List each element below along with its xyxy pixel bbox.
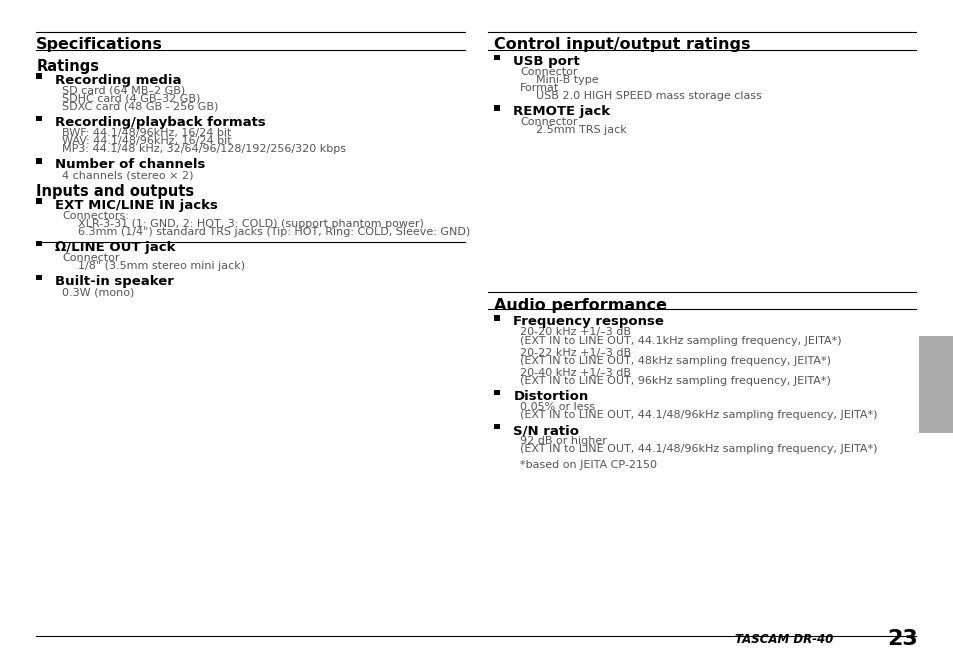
Text: REMOTE jack: REMOTE jack — [513, 105, 610, 118]
Text: (EXT IN to LINE OUT, 48kHz sampling frequency, JEITA*): (EXT IN to LINE OUT, 48kHz sampling freq… — [519, 356, 830, 366]
Text: Format: Format — [519, 83, 558, 93]
Text: Control input/output ratings: Control input/output ratings — [494, 37, 750, 52]
Text: SDXC card (48 GB - 256 GB): SDXC card (48 GB - 256 GB) — [62, 102, 218, 112]
Text: 4 channels (stereo × 2): 4 channels (stereo × 2) — [62, 170, 193, 180]
Bar — [36, 158, 42, 164]
Text: 6.3mm (1/4") standard TRS jacks (Tip: HOT, Ring: COLD, Sleeve: GND): 6.3mm (1/4") standard TRS jacks (Tip: HO… — [78, 227, 470, 237]
Text: 92 dB or higher: 92 dB or higher — [519, 436, 606, 446]
Text: (EXT IN to LINE OUT, 96kHz sampling frequency, JEITA*): (EXT IN to LINE OUT, 96kHz sampling freq… — [519, 376, 830, 386]
Bar — [494, 424, 499, 429]
Text: Specifications: Specifications — [36, 37, 163, 52]
Text: (EXT IN to LINE OUT, 44.1kHz sampling frequency, JEITA*): (EXT IN to LINE OUT, 44.1kHz sampling fr… — [519, 336, 841, 346]
Text: Ratings: Ratings — [36, 59, 99, 74]
Bar — [36, 74, 42, 79]
Text: Inputs and outputs: Inputs and outputs — [36, 184, 194, 199]
Text: BWF: 44.1/48/96kHz, 16/24 bit: BWF: 44.1/48/96kHz, 16/24 bit — [62, 128, 232, 138]
Bar — [494, 55, 499, 60]
Text: 20-40 kHz +1/–3 dB: 20-40 kHz +1/–3 dB — [519, 368, 630, 378]
Text: Frequency response: Frequency response — [513, 315, 663, 328]
Bar — [36, 116, 42, 121]
Text: USB port: USB port — [513, 55, 579, 68]
Text: Ω/LINE OUT jack: Ω/LINE OUT jack — [55, 241, 175, 254]
Text: WAV: 44.1/48/96kHz, 16/24 bit: WAV: 44.1/48/96kHz, 16/24 bit — [62, 136, 232, 146]
Text: Connector: Connector — [62, 253, 119, 263]
Text: S/N ratio: S/N ratio — [513, 424, 578, 437]
Text: Mini-B type: Mini-B type — [536, 75, 598, 85]
Bar — [36, 199, 42, 204]
Bar — [494, 389, 499, 395]
Text: Recording media: Recording media — [55, 74, 182, 87]
Text: 23: 23 — [886, 629, 917, 649]
Text: SDHC card (4 GB–32 GB): SDHC card (4 GB–32 GB) — [62, 94, 200, 104]
Text: EXT MIC/LINE IN jacks: EXT MIC/LINE IN jacks — [55, 199, 218, 211]
Text: *based on JEITA CP-2150: *based on JEITA CP-2150 — [519, 460, 657, 470]
Bar — [36, 241, 42, 246]
Text: 20-20 kHz +1/–3 dB: 20-20 kHz +1/–3 dB — [519, 327, 630, 338]
Text: Distortion: Distortion — [513, 390, 588, 403]
Text: Connector: Connector — [519, 117, 577, 127]
Text: USB 2.0 HIGH SPEED mass storage class: USB 2.0 HIGH SPEED mass storage class — [536, 91, 761, 101]
Text: 20-22 kHz +1/–3 dB: 20-22 kHz +1/–3 dB — [519, 348, 630, 358]
Bar — [494, 105, 499, 111]
Bar — [494, 315, 499, 321]
Text: Audio performance: Audio performance — [494, 298, 666, 313]
Text: 0.3W (mono): 0.3W (mono) — [62, 287, 134, 297]
Bar — [36, 275, 42, 280]
Text: Built-in speaker: Built-in speaker — [55, 275, 174, 288]
Text: Connector: Connector — [519, 67, 577, 77]
Text: MP3: 44.1/48 kHz, 32/64/96/128/192/256/320 kbps: MP3: 44.1/48 kHz, 32/64/96/128/192/256/3… — [62, 144, 346, 154]
Text: (EXT IN to LINE OUT, 44.1/48/96kHz sampling frequency, JEITA*): (EXT IN to LINE OUT, 44.1/48/96kHz sampl… — [519, 410, 877, 420]
Text: Recording/playback formats: Recording/playback formats — [55, 116, 266, 129]
Text: XLR-3-31 (1: GND, 2: HOT, 3: COLD) (support phantom power): XLR-3-31 (1: GND, 2: HOT, 3: COLD) (supp… — [78, 219, 424, 229]
Text: 1/8" (3.5mm stereo mini jack): 1/8" (3.5mm stereo mini jack) — [78, 261, 245, 271]
Text: TASCAM DR-40: TASCAM DR-40 — [734, 633, 832, 646]
Text: Connectors:: Connectors: — [62, 211, 129, 221]
Text: 0.05% or less: 0.05% or less — [519, 402, 595, 412]
Bar — [918, 336, 953, 433]
Text: 2.5mm TRS jack: 2.5mm TRS jack — [536, 125, 626, 136]
Text: SD card (64 MB–2 GB): SD card (64 MB–2 GB) — [62, 86, 185, 96]
Text: (EXT IN to LINE OUT, 44.1/48/96kHz sampling frequency, JEITA*): (EXT IN to LINE OUT, 44.1/48/96kHz sampl… — [519, 444, 877, 454]
Text: Number of channels: Number of channels — [55, 158, 206, 171]
